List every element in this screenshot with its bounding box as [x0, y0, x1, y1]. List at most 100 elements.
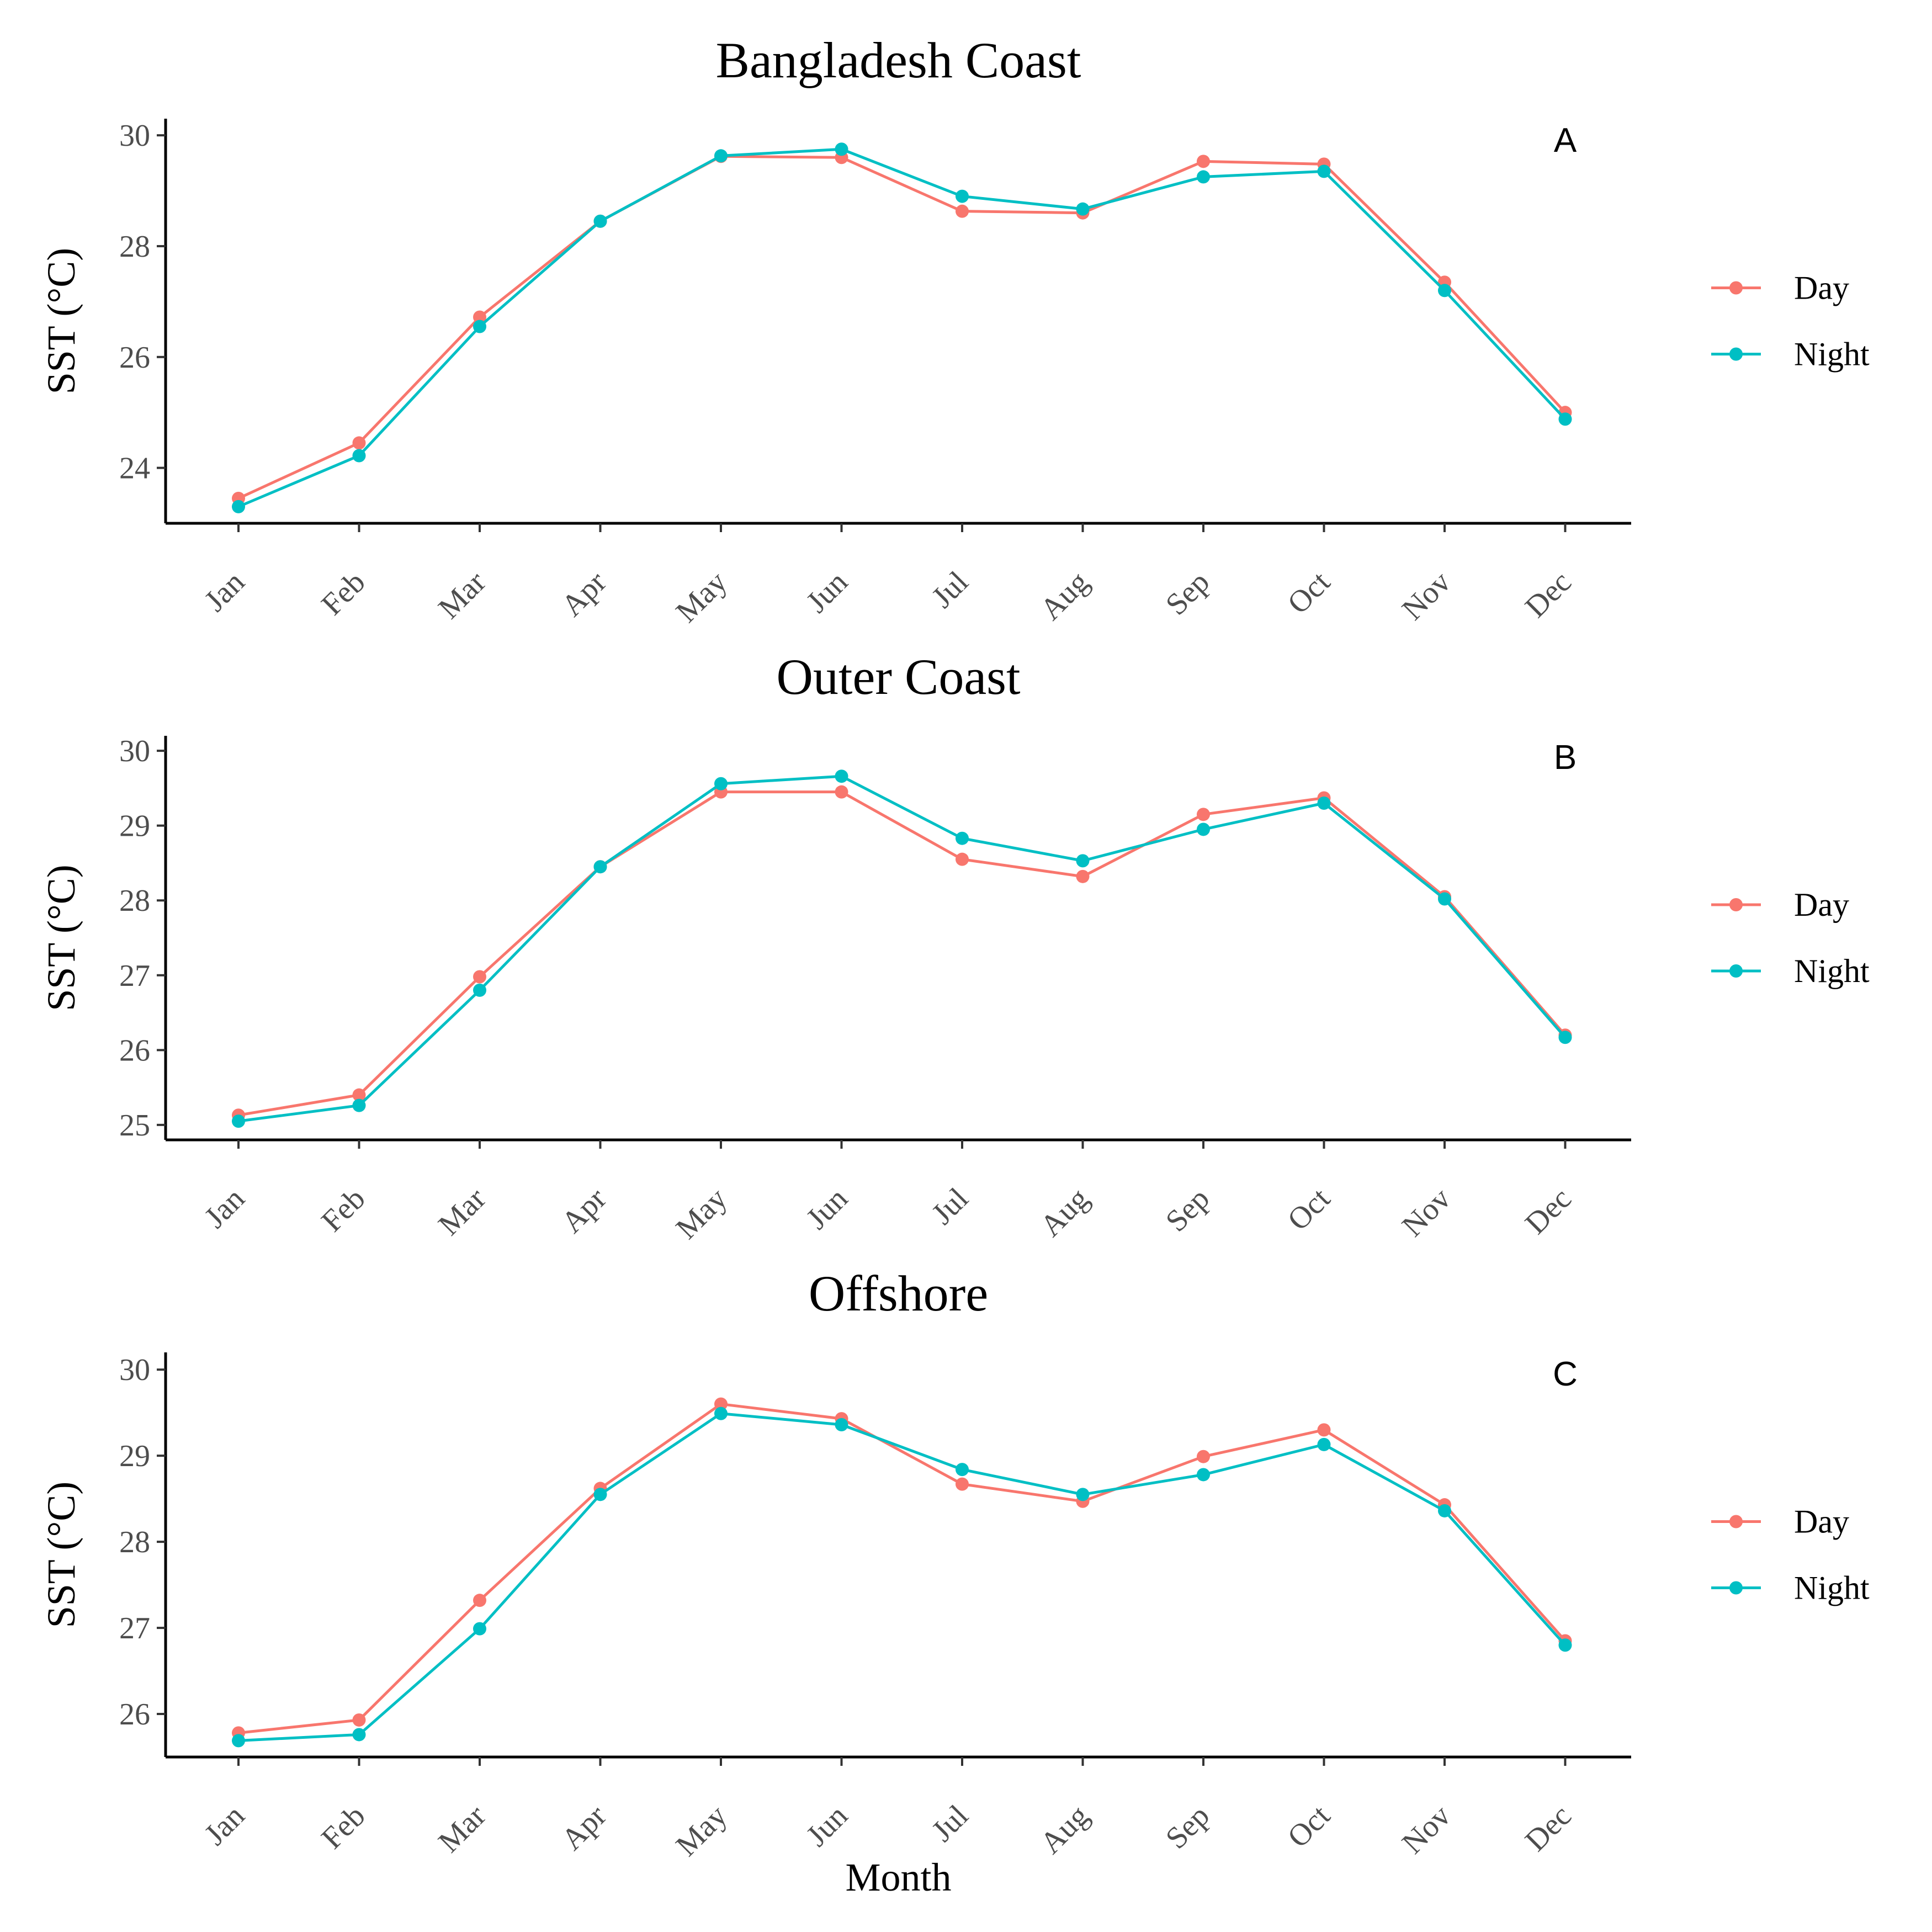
x-tick-label: Jan [198, 565, 252, 618]
data-point-night [956, 1463, 969, 1477]
data-point-night [473, 320, 486, 333]
data-point-day [1197, 1450, 1210, 1463]
panel-tag: C [1553, 1355, 1578, 1393]
x-tick-label: May [670, 565, 734, 629]
x-tick-label: Jun [800, 1798, 854, 1853]
data-point-night [352, 449, 366, 463]
data-point-night [593, 1488, 607, 1501]
data-point-night [1438, 1504, 1451, 1517]
data-point-night [1438, 284, 1451, 298]
legend-key-point [1729, 964, 1743, 978]
x-tick-label: Oct [1281, 565, 1337, 620]
data-point-day [352, 436, 366, 450]
x-tick-label: Sep [1159, 565, 1216, 622]
panel-title: Offshore [809, 1265, 988, 1321]
data-point-night [1076, 854, 1090, 868]
data-point-night [352, 1098, 366, 1112]
data-point-night [835, 1418, 848, 1432]
x-tick-label: May [670, 1798, 734, 1862]
x-tick-label: Nov [1395, 565, 1457, 627]
data-point-night [1558, 412, 1572, 426]
x-tick-label: Aug [1034, 565, 1096, 627]
data-point-night [593, 214, 607, 228]
x-tick-label: Feb [315, 1798, 371, 1855]
x-tick-label: Jun [800, 565, 854, 619]
x-tick-label: Aug [1034, 1798, 1096, 1860]
data-point-night [835, 142, 848, 156]
legend-label-night: Night [1794, 1570, 1870, 1606]
x-tick-label: Jul [925, 1181, 975, 1231]
data-point-day [956, 1477, 969, 1491]
panel-title: Bangladesh Coast [716, 32, 1081, 88]
data-point-night [1197, 822, 1210, 836]
data-point-night [1438, 892, 1451, 906]
y-axis-title: SST (°C) [39, 864, 83, 1011]
x-tick-label: Apr [555, 1181, 613, 1240]
legend-key-point [1729, 1515, 1743, 1528]
x-tick-label: Aug [1034, 1181, 1096, 1243]
data-point-night [714, 777, 728, 790]
data-point-night [232, 1734, 245, 1748]
data-point-day [1197, 808, 1210, 821]
y-tick-label: 29 [119, 809, 150, 843]
legend-key-point [1729, 281, 1743, 295]
y-tick-label: 26 [119, 1033, 150, 1068]
x-tick-label: Feb [315, 565, 371, 622]
data-point-night [1076, 202, 1090, 216]
series-line-day [237, 155, 1567, 500]
panel-tag: A [1554, 121, 1577, 160]
data-point-night [1317, 164, 1331, 178]
y-tick-label: 30 [119, 119, 150, 153]
legend-key-point [1729, 1581, 1743, 1595]
data-point-night [473, 983, 486, 997]
data-point-night [593, 860, 607, 874]
x-tick-label: Oct [1281, 1181, 1337, 1237]
y-tick-label: 28 [119, 230, 150, 264]
y-tick-label: 24 [119, 452, 150, 486]
y-tick-label: 27 [119, 959, 150, 993]
x-tick-label: Jun [800, 1181, 854, 1236]
x-tick-label: Oct [1281, 1798, 1337, 1854]
y-tick-label: 30 [119, 734, 150, 768]
panel-a: Bangladesh Coast 24 26 28 30 SST (°C) Jan Feb Ma… [39, 32, 1870, 629]
y-tick-label: 30 [119, 1353, 150, 1387]
data-point-night [1197, 1468, 1210, 1482]
data-point-day [473, 310, 486, 324]
y-tick-label: 27 [119, 1611, 150, 1646]
x-tick-label: Sep [1159, 1798, 1216, 1855]
data-point-night [1558, 1031, 1572, 1044]
x-tick-label: Apr [555, 565, 613, 623]
x-tick-label: Nov [1395, 1798, 1457, 1860]
data-point-day [352, 1713, 366, 1727]
data-point-night [714, 1406, 728, 1420]
legend-label-day: Day [1794, 270, 1849, 306]
x-tick-label: Dec [1519, 1798, 1578, 1858]
data-point-night [835, 769, 848, 783]
data-point-night [473, 1622, 486, 1636]
y-axis-title: SST (°C) [39, 248, 83, 395]
panel-title: Outer Coast [776, 649, 1020, 705]
x-tick-label: Jul [925, 1798, 975, 1848]
data-point-day [473, 970, 486, 984]
y-tick-label: 26 [119, 341, 150, 375]
x-tick-label: Jan [198, 1181, 252, 1235]
panel-tag: B [1554, 739, 1577, 777]
data-point-night [956, 189, 969, 203]
x-tick-label: Feb [315, 1181, 371, 1238]
y-tick-label: 28 [119, 1525, 150, 1559]
x-tick-label: Jan [198, 1798, 252, 1852]
data-point-day [956, 204, 969, 218]
legend-key-point [1729, 347, 1743, 361]
y-tick-label: 26 [119, 1697, 150, 1732]
legend-label-night: Night [1794, 953, 1870, 989]
y-tick-label: 25 [119, 1108, 150, 1143]
data-point-night [1317, 1437, 1331, 1451]
data-point-night [1317, 797, 1331, 810]
series-line-night [238, 147, 1567, 508]
panel-b: Outer Coast 25 26 27 28 29 30 SST (°C) Jan Feb Mar… [39, 649, 1870, 1246]
legend-key-point [1729, 898, 1743, 911]
x-tick-label: Nov [1395, 1181, 1457, 1243]
legend-label-day: Day [1794, 887, 1849, 923]
data-point-night [714, 149, 728, 163]
